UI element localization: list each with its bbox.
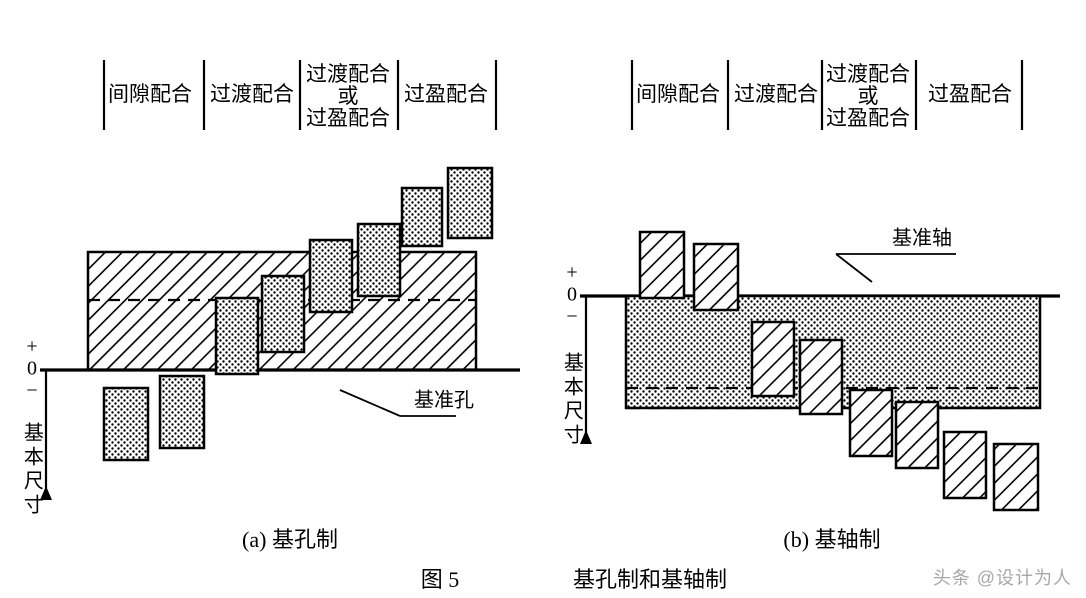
svg-text:基本尺寸: 基本尺寸 (560, 352, 583, 448)
svg-text:0: 0 (567, 284, 577, 306)
svg-text:0: 0 (27, 358, 37, 380)
svg-text:过渡配合: 过渡配合 (210, 82, 294, 106)
svg-text:过渡配合: 过渡配合 (306, 62, 390, 86)
svg-text:间隙配合: 间隙配合 (108, 82, 192, 106)
svg-text:基准轴: 基准轴 (892, 227, 952, 250)
svg-text:基本尺寸: 基本尺寸 (20, 422, 43, 518)
svg-text:或: 或 (858, 84, 879, 108)
svg-text:过盈配合: 过盈配合 (306, 106, 390, 130)
svg-text:−: − (26, 380, 37, 402)
svg-text:(b) 基轴制: (b) 基轴制 (783, 527, 880, 552)
svg-text:过盈配合: 过盈配合 (404, 82, 488, 106)
svg-text:间隙配合: 间隙配合 (636, 82, 720, 106)
svg-text:+: + (566, 262, 577, 284)
svg-text:基孔制和基轴制: 基孔制和基轴制 (573, 567, 727, 592)
svg-text:或: 或 (338, 84, 359, 108)
svg-text:图 5: 图 5 (421, 567, 460, 592)
svg-text:过盈配合: 过盈配合 (826, 106, 910, 130)
watermark: 头条 @设计为人 (933, 564, 1072, 590)
svg-text:+: + (26, 336, 37, 358)
svg-text:过渡配合: 过渡配合 (826, 62, 910, 86)
fit-system-diagram: 间隙配合过渡配合过渡配合或过盈配合过盈配合+0−基本尺寸基准孔(a) 基孔制间隙… (0, 0, 1086, 598)
svg-text:过盈配合: 过盈配合 (928, 82, 1012, 106)
svg-text:过渡配合: 过渡配合 (734, 82, 818, 106)
svg-text:基准孔: 基准孔 (414, 389, 474, 412)
svg-text:(a) 基孔制: (a) 基孔制 (242, 527, 338, 552)
svg-text:−: − (566, 306, 577, 328)
